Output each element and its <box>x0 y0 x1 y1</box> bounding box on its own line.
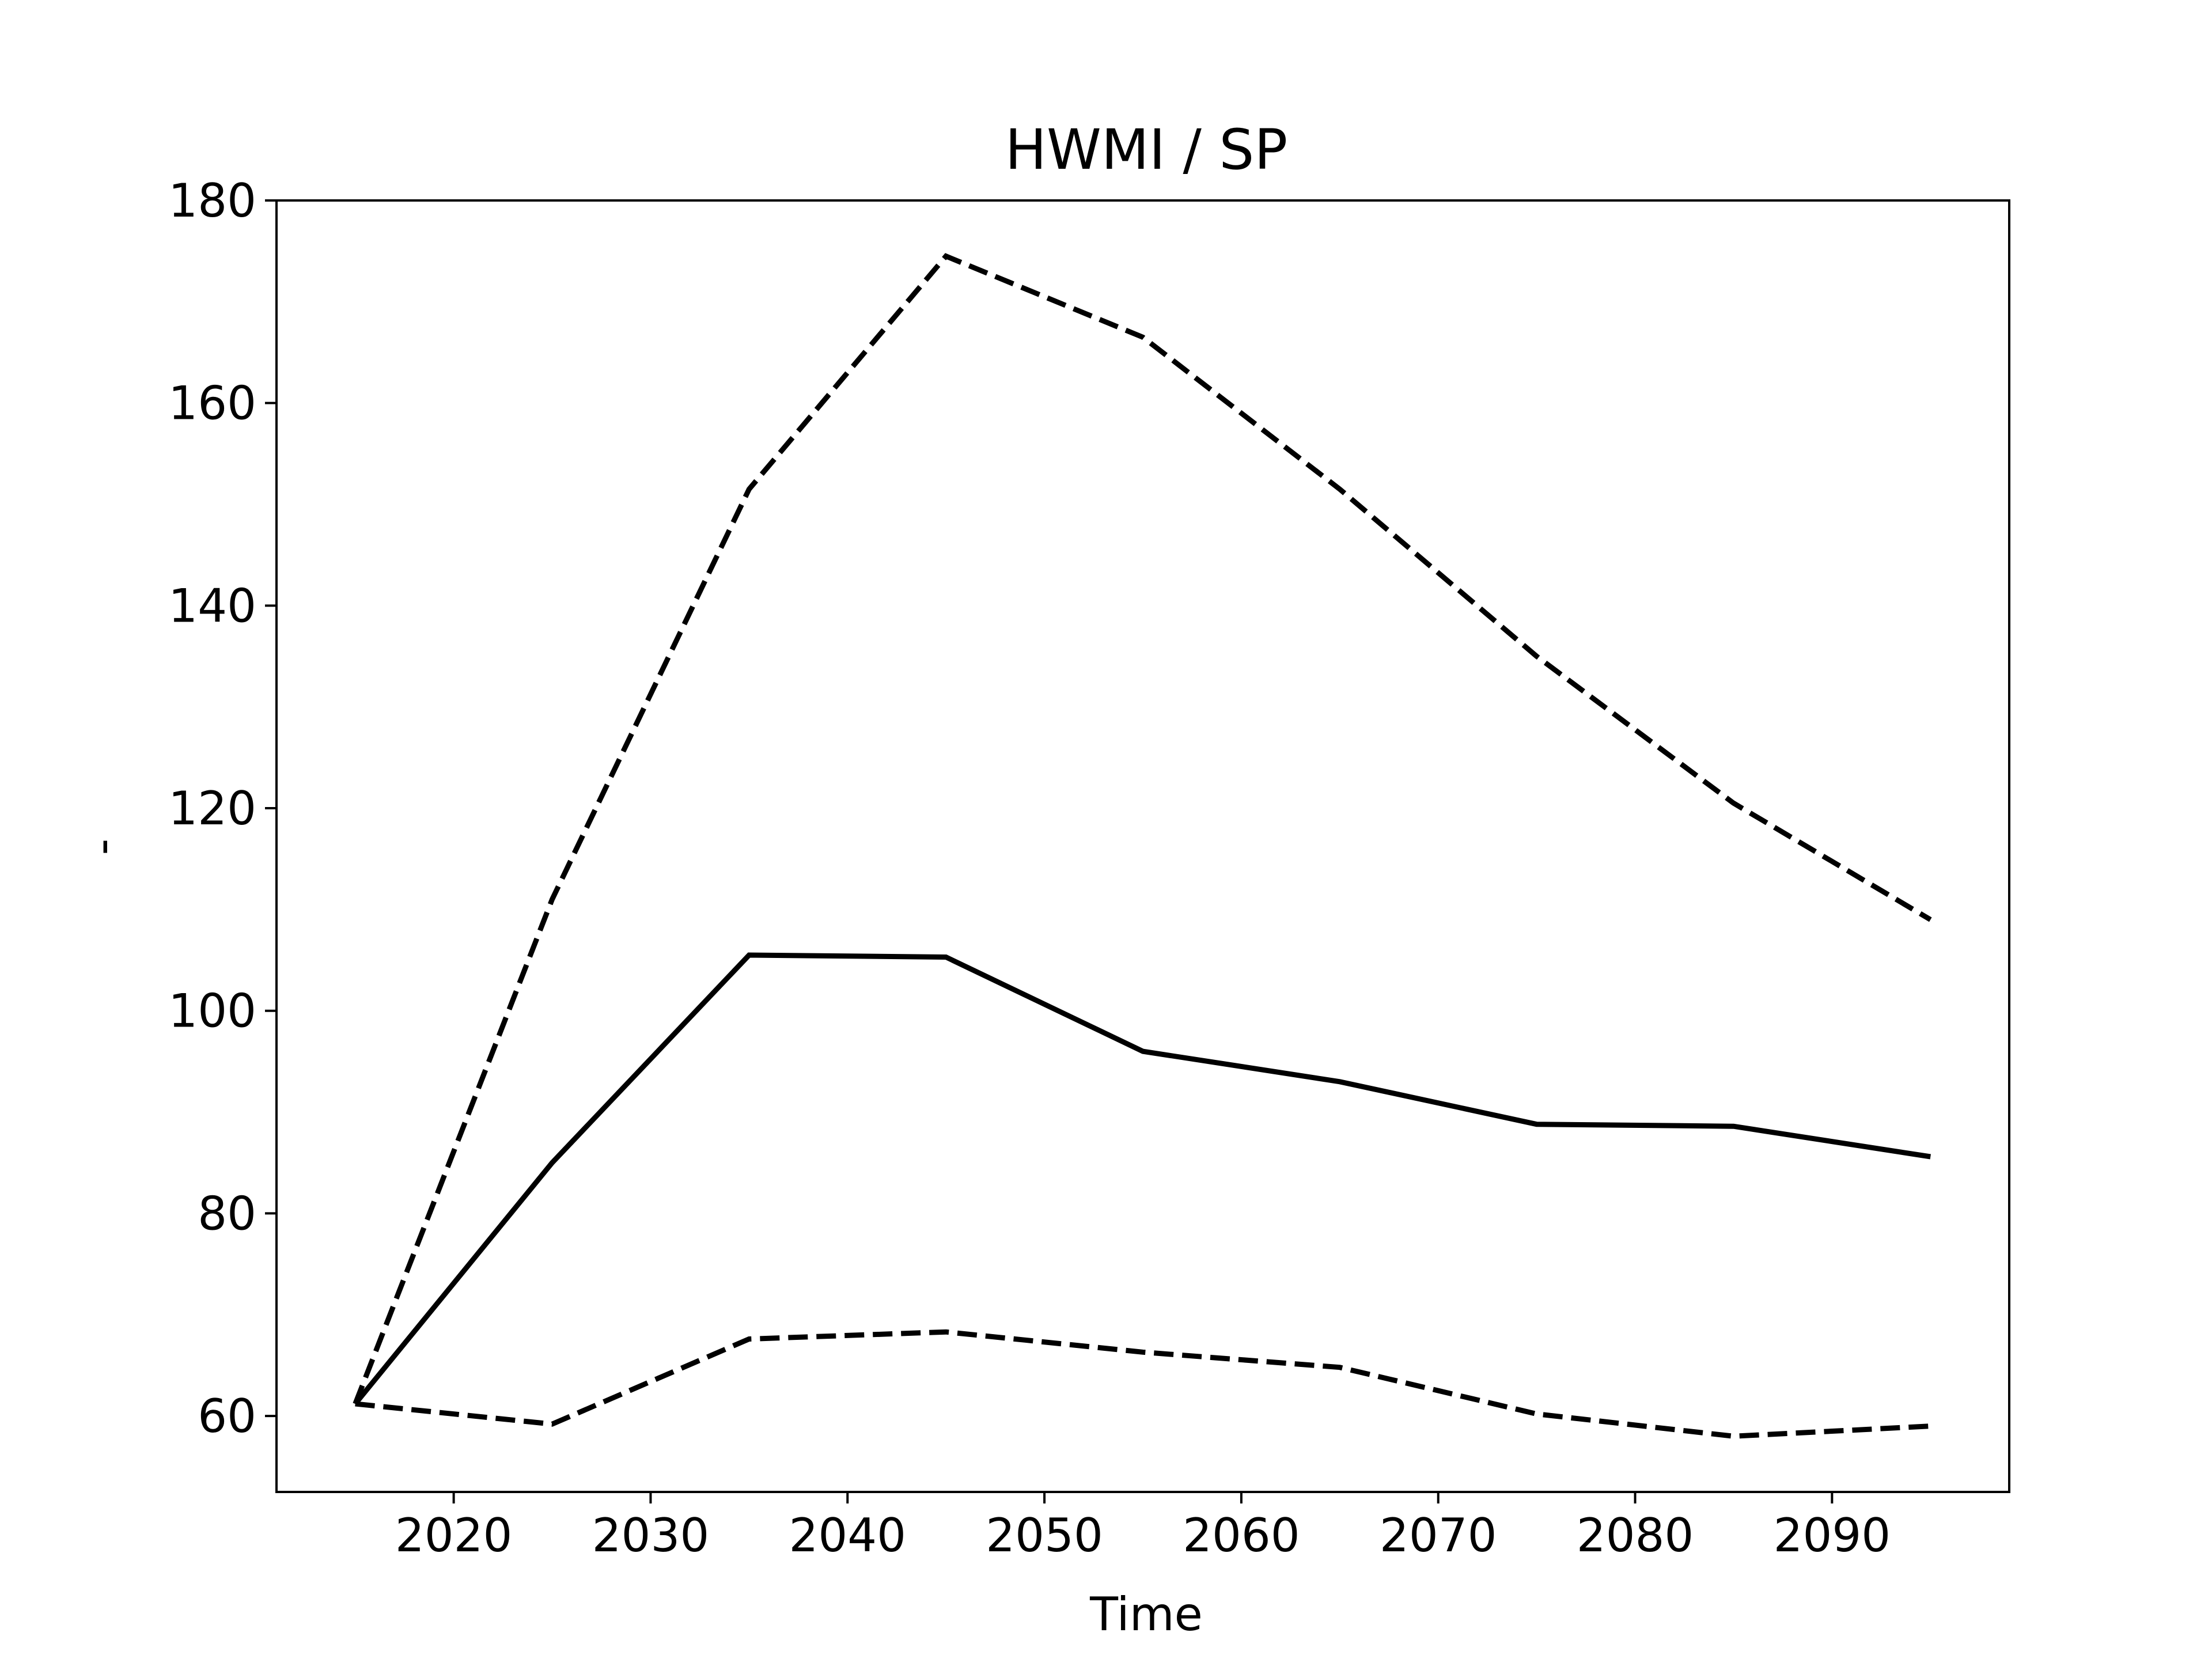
x-tick-label: 2020 <box>395 1509 513 1562</box>
y-tick-label: 120 <box>168 782 256 835</box>
y-tick-label: 60 <box>198 1389 256 1443</box>
x-tick-label: 2030 <box>592 1509 710 1562</box>
chart-title: HWMI / SP <box>1005 118 1287 182</box>
x-tick-label: 2040 <box>789 1509 906 1562</box>
y-axis-label: - <box>75 839 129 855</box>
x-axis-ticks: 2020 2030 2040 2050 2060 2070 2080 2090 <box>395 1492 1891 1562</box>
y-tick-label: 80 <box>198 1187 256 1240</box>
series-line-2 <box>353 253 1932 1405</box>
y-tick-label: 180 <box>168 174 256 228</box>
y-tick-label: 100 <box>168 984 256 1038</box>
x-tick-label: 2070 <box>1380 1509 1497 1562</box>
plot-frame <box>275 199 2010 1493</box>
y-axis-ticks: 60 80 100 120 140 160 180 <box>168 174 276 1443</box>
series-line-1 <box>353 952 1931 1406</box>
series-line-3 <box>355 1329 1931 1439</box>
x-tick-label: 2090 <box>1774 1509 1891 1562</box>
x-tick-label: 2080 <box>1577 1509 1694 1562</box>
plot-lines <box>353 253 1932 1439</box>
y-tick-label: 140 <box>168 579 256 632</box>
x-axis-label: Time <box>1089 1588 1203 1641</box>
y-tick-label: 160 <box>168 377 256 430</box>
x-tick-label: 2060 <box>1183 1509 1300 1562</box>
x-tick-label: 2050 <box>986 1509 1103 1562</box>
